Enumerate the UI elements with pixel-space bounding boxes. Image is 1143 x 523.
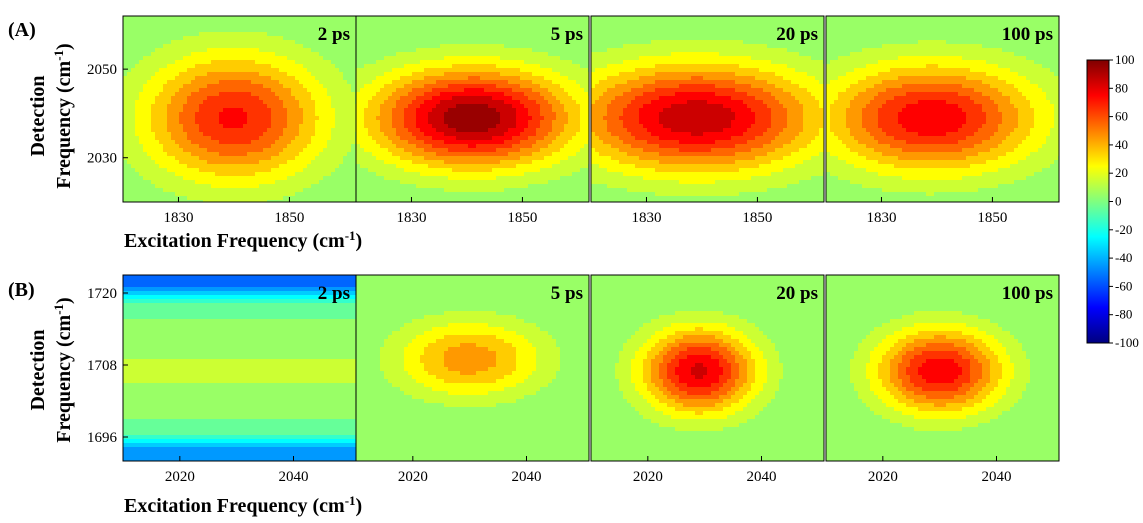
row-a-ylabel-line2: Frequency (cm-1): [51, 43, 75, 188]
colorbar: 100 80 60 40 20 0 -20 -40 -60 -80 -100: [1087, 52, 1139, 350]
heatmap-panel-a-4: 100 ps: [826, 16, 1063, 205]
time-delay-label: 2 ps: [318, 283, 350, 304]
colorbar-ticks: 100 80 60 40 20 0 -20 -40 -60 -80 -100: [1109, 52, 1139, 350]
x-tick-label: 1850: [274, 210, 304, 226]
row-b: (B) 2 ps 5 ps 20 ps 100 ps 1696 1708 1720 202…: [8, 275, 1063, 517]
colorbar-tick-label: 80: [1115, 80, 1128, 95]
x-tick-label: 2040: [746, 469, 776, 485]
y-tick-label: 1720: [87, 286, 117, 302]
colorbar-tick-label: -20: [1115, 222, 1132, 237]
heatmap-panel-a-1: 2 ps: [123, 16, 360, 205]
colorbar-tick-label: -40: [1115, 250, 1132, 265]
y-tick-label: 2050: [87, 62, 117, 78]
colorbar-tick-label: 0: [1115, 194, 1122, 209]
row-a: (A) 2 ps 5 ps 20 ps 100 ps 2030 2050 1830 185…: [8, 16, 1063, 252]
x-tick-label: 1850: [977, 210, 1007, 226]
colorbar-tick-label: 20: [1115, 165, 1128, 180]
time-delay-label: 5 ps: [551, 24, 583, 45]
time-delay-label: 2 ps: [318, 24, 350, 45]
x-tick-label: 1850: [507, 210, 537, 226]
y-tick-label: 1696: [87, 430, 118, 446]
row-b-ylabel-line1: Detection: [27, 329, 49, 410]
row-b-y-ticks: 1696 1708 1720: [87, 286, 128, 446]
time-delay-label: 100 ps: [1002, 24, 1053, 45]
heatmap-panel-a-3: 20 ps: [591, 16, 828, 205]
x-tick-label: 1830: [866, 210, 896, 226]
row-a-y-ticks: 2030 2050: [87, 62, 128, 167]
panel-label-b: (B): [8, 279, 35, 301]
time-delay-label: 20 ps: [776, 24, 818, 45]
heatmap-panel-b-2: 5 ps: [356, 275, 593, 464]
x-tick-label: 1830: [163, 210, 193, 226]
heatmap-panel-a-2: 5 ps: [356, 16, 593, 205]
x-tick-label: 2040: [511, 469, 541, 485]
panel-label-a: (A): [8, 19, 36, 41]
x-tick-label: 2020: [165, 469, 195, 485]
row-a-ylabel-line1: Detection: [27, 75, 49, 156]
x-tick-label: 1830: [631, 210, 661, 226]
colorbar-tick-label: 40: [1115, 137, 1128, 152]
row-a-plots: 2 ps 5 ps 20 ps 100 ps: [123, 16, 1063, 205]
heatmap-panel-b-3: 20 ps: [591, 275, 828, 464]
heatmap-panel-b-1: 2 ps: [123, 275, 360, 464]
row-b-xlabel: Excitation Frequency (cm-1): [124, 493, 362, 517]
colorbar-tick-label: -80: [1115, 307, 1132, 322]
y-tick-label: 2030: [87, 151, 117, 167]
time-delay-label: 20 ps: [776, 283, 818, 304]
x-tick-label: 2020: [633, 469, 663, 485]
x-tick-label: 2040: [981, 469, 1011, 485]
colorbar-gradient: [1087, 60, 1109, 343]
x-tick-label: 2020: [398, 469, 428, 485]
x-tick-label: 2040: [278, 469, 308, 485]
y-tick-label: 1708: [87, 358, 117, 374]
colorbar-tick-label: 100: [1115, 52, 1135, 67]
time-delay-label: 5 ps: [551, 283, 583, 304]
row-b-plots: 2 ps 5 ps 20 ps 100 ps: [123, 275, 1063, 464]
x-tick-label: 1830: [396, 210, 426, 226]
time-delay-label: 100 ps: [1002, 283, 1053, 304]
row-b-ylabel-line2: Frequency (cm-1): [51, 297, 75, 442]
colorbar-tick-label: -60: [1115, 278, 1132, 293]
colorbar-tick-label: -100: [1115, 335, 1139, 350]
row-a-xlabel: Excitation Frequency (cm-1): [124, 228, 362, 252]
colorbar-tick-label: 60: [1115, 109, 1128, 124]
x-tick-label: 1850: [742, 210, 772, 226]
heatmap-panel-b-4: 100 ps: [826, 275, 1063, 464]
x-tick-label: 2020: [868, 469, 898, 485]
